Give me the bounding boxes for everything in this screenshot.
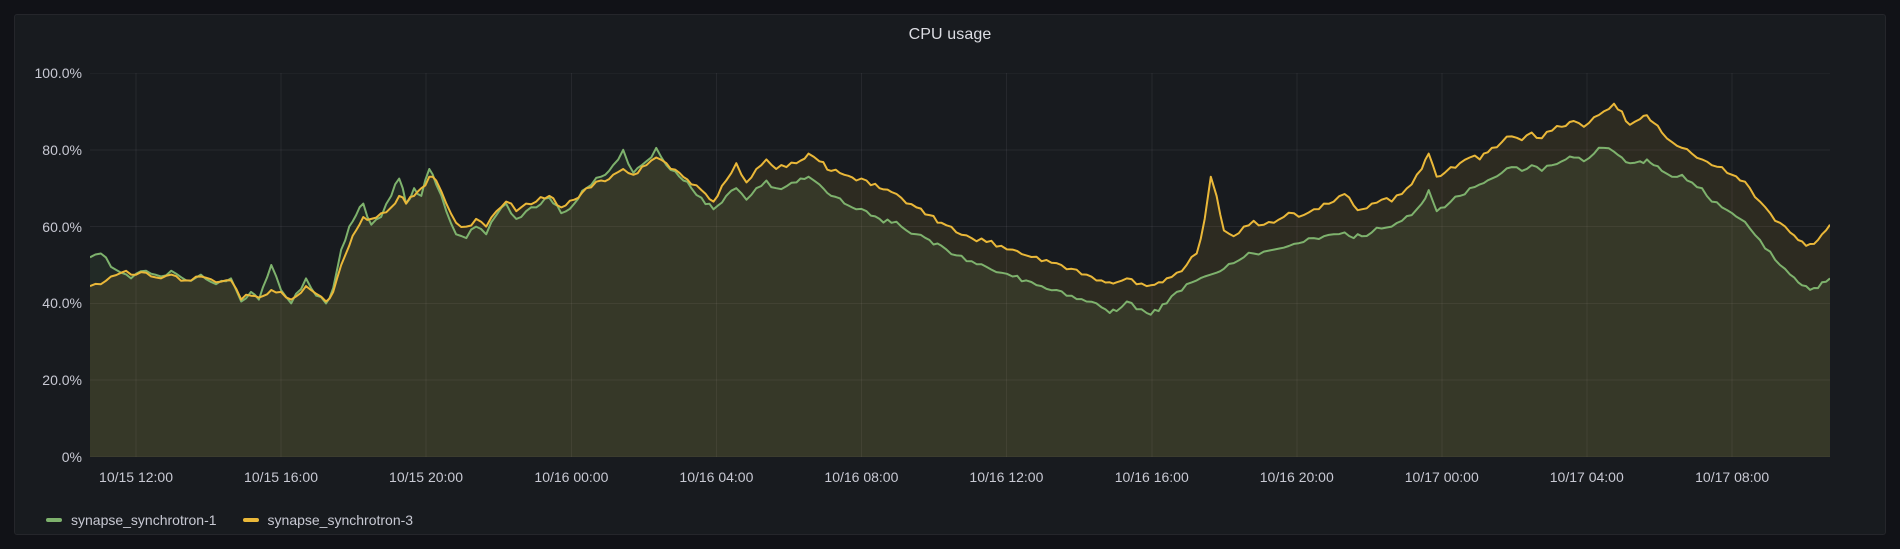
x-axis-tick-label: 10/15 16:00 — [244, 469, 319, 485]
x-axis-tick-label: 10/16 16:00 — [1114, 469, 1189, 485]
y-axis-tick-label: 0% — [61, 449, 82, 465]
x-axis-tick-label: 10/16 04:00 — [679, 469, 754, 485]
y-axis-tick-label: 80.0% — [42, 141, 82, 158]
x-axis-tick-label: 10/16 08:00 — [824, 469, 899, 485]
y-axis-tick-label: 60.0% — [42, 218, 82, 235]
x-axis-tick-label: 10/16 12:00 — [969, 469, 1044, 485]
cpu-usage-time-series-chart[interactable] — [90, 73, 1830, 457]
y-axis-tick-label: 20.0% — [42, 372, 82, 389]
y-axis-tick-label: 40.0% — [42, 295, 82, 312]
legend-series-label: synapse_synchrotron-3 — [267, 512, 414, 528]
x-axis-tick-label: 10/17 04:00 — [1549, 469, 1624, 485]
x-axis-tick-label: 10/15 12:00 — [99, 469, 174, 485]
y-axis: 0% 20.0% 40.0% 60.0% 80.0% 100.0% — [15, 15, 82, 475]
series-color-swatch — [46, 518, 62, 522]
series-color-swatch — [242, 518, 259, 522]
panel-header: CPU usage — [15, 23, 1885, 47]
legend: synapse_synchrotron-1 synapse_synchrotro… — [46, 509, 413, 531]
x-axis-tick-label: 10/17 00:00 — [1404, 469, 1479, 485]
x-axis-tick-label: 10/17 08:00 — [1695, 469, 1770, 485]
plot-area — [90, 73, 1830, 457]
y-axis-tick-label: 100.0% — [34, 65, 82, 81]
x-axis-tick-label: 10/15 20:00 — [389, 469, 464, 485]
legend-item-synapse-synchrotron-3[interactable]: synapse_synchrotron-3 — [242, 511, 414, 529]
x-axis-tick-label: 10/16 00:00 — [534, 469, 609, 485]
legend-series-label: synapse_synchrotron-1 — [71, 512, 217, 528]
cpu-usage-panel: CPU usage 0% 20.0% 40.0% 60.0% 80.0% 100.0% 1… — [14, 14, 1886, 535]
legend-item-synapse-synchrotron-1[interactable]: synapse_synchrotron-1 — [46, 511, 217, 529]
x-axis-tick-label: 10/16 20:00 — [1259, 469, 1334, 485]
panel-title[interactable]: CPU usage — [908, 26, 992, 43]
